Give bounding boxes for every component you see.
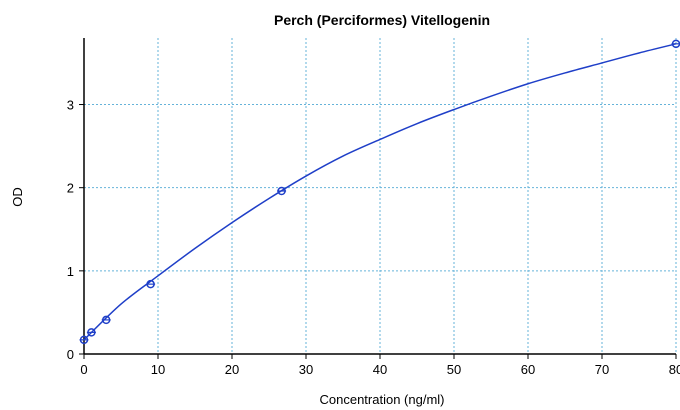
data-point — [277, 186, 287, 196]
y-axis-title: OD — [10, 187, 25, 207]
data-points — [79, 39, 680, 345]
fit-curve — [83, 43, 677, 341]
grid — [84, 38, 677, 354]
x-axis-title: Concentration (ng/ml) — [320, 392, 445, 407]
data-point — [79, 335, 89, 345]
x-tick-label: 50 — [447, 362, 461, 377]
y-axis-ticks: 0 1 2 3 — [67, 98, 84, 362]
x-tick-label: 80 — [669, 362, 680, 377]
y-tick-label: 1 — [67, 264, 74, 279]
y-tick-label: 3 — [67, 98, 74, 113]
y-tick-label: 0 — [67, 347, 74, 362]
x-tick-label: 0 — [80, 362, 87, 377]
data-point — [86, 328, 96, 337]
x-axis-ticks: 0 10 20 30 40 50 60 70 80 — [80, 354, 680, 377]
x-tick-label: 40 — [373, 362, 387, 377]
y-tick-label: 2 — [67, 181, 74, 196]
x-tick-label: 20 — [225, 362, 239, 377]
x-tick-label: 60 — [521, 362, 535, 377]
x-tick-label: 70 — [595, 362, 609, 377]
x-tick-label: 30 — [299, 362, 313, 377]
data-point — [101, 315, 111, 325]
chart-title: Perch (Perciformes) Vitellogenin — [274, 12, 490, 28]
x-tick-label: 10 — [151, 362, 165, 377]
data-point — [146, 279, 156, 289]
